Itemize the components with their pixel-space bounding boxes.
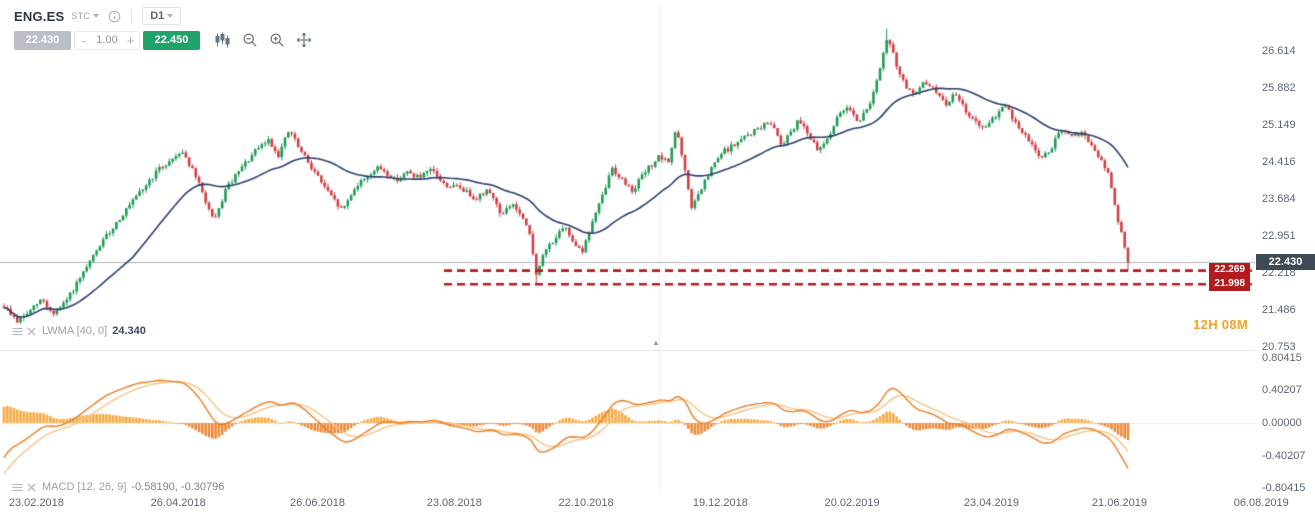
timeframe-selector[interactable]: D1 <box>142 7 182 25</box>
buy-button[interactable]: 22.450 <box>143 30 200 50</box>
instrument-symbol[interactable]: ENG.ES <box>14 8 65 24</box>
info-icon[interactable] <box>108 10 121 23</box>
sell-button[interactable]: 22.430 <box>14 30 71 50</box>
zoom-in-icon[interactable] <box>269 32 285 48</box>
panel-divider[interactable] <box>0 350 1255 351</box>
market-code-label: STC <box>71 11 91 21</box>
instrument-header: ENG.ES STC D1 <box>14 7 182 25</box>
lwma-indicator-row: LWMA [40, 0] 24.340 <box>12 325 146 337</box>
volume-stepper: - 1.00 + <box>74 30 140 50</box>
timeframe-label: D1 <box>150 10 165 22</box>
macd-indicator-row: MACD [12, 26, 9] -0.58190, -0.30796 <box>12 481 224 493</box>
indicator-settings-icon[interactable] <box>12 483 23 492</box>
panel-collapse-arrow[interactable]: ▲ <box>652 338 660 347</box>
chart-type-icon[interactable] <box>214 32 231 48</box>
volume-decrease-button[interactable]: - <box>75 32 92 49</box>
support-level-badge[interactable]: 22.269 <box>1209 263 1250 278</box>
market-selector[interactable]: STC <box>71 11 100 21</box>
macd-label: MACD [12, 26, 9] <box>42 481 127 493</box>
indicator-settings-icon[interactable] <box>12 327 23 336</box>
lwma-value: 24.340 <box>112 325 146 337</box>
macd-value: -0.58190, -0.30796 <box>131 481 225 493</box>
current-price-badge: 22.430 <box>1256 254 1315 270</box>
support-level-badge[interactable]: 21.998 <box>1209 276 1250 291</box>
volume-value[interactable]: 1.00 <box>96 34 118 46</box>
candle-countdown: 12H 08M <box>1193 317 1248 332</box>
zoom-out-icon[interactable] <box>242 32 258 48</box>
trade-toolbar: 22.430 - 1.00 + 22.450 <box>14 30 312 50</box>
pan-icon[interactable] <box>296 32 312 48</box>
header-separator <box>131 8 133 24</box>
chevron-down-icon <box>167 14 174 18</box>
indicator-remove-icon[interactable] <box>27 483 36 492</box>
volume-increase-button[interactable]: + <box>122 32 139 49</box>
chevron-down-icon <box>93 14 100 18</box>
lwma-label: LWMA [40, 0] <box>42 325 108 337</box>
indicator-remove-icon[interactable] <box>27 327 36 336</box>
